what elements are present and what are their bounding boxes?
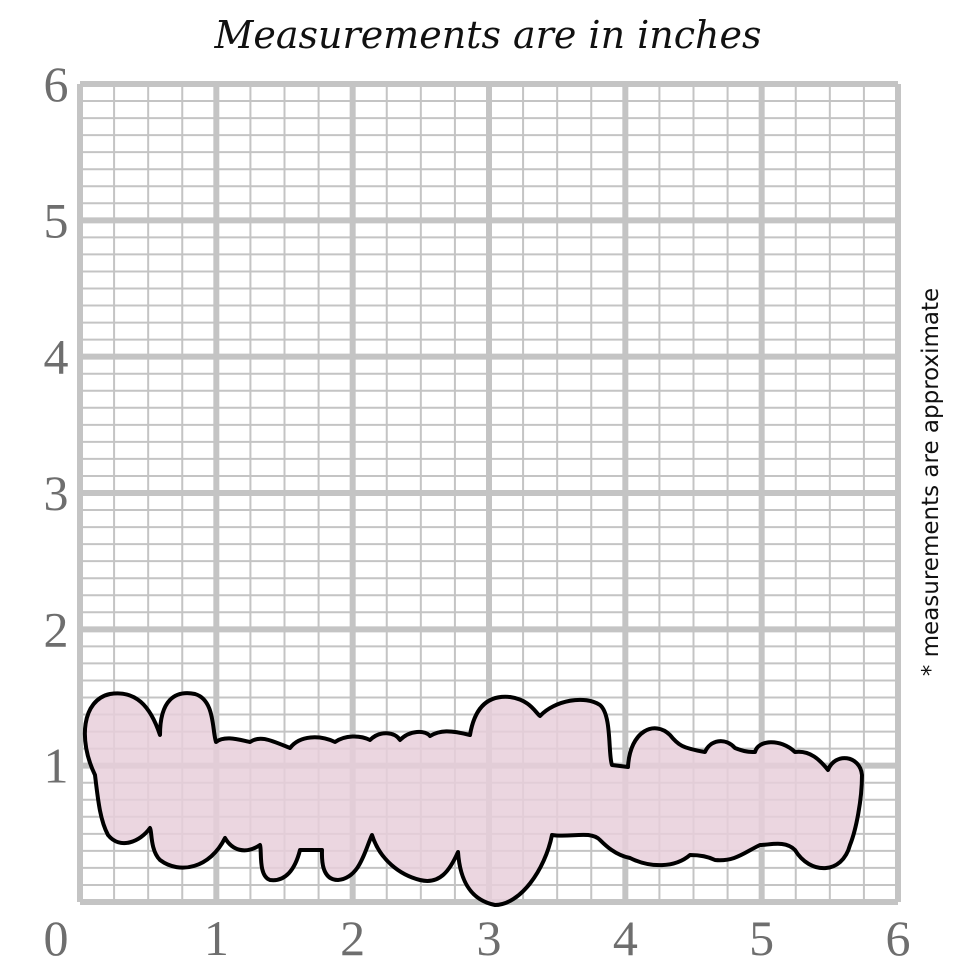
x-label: 1 <box>204 910 229 966</box>
y-label: 1 <box>44 738 69 794</box>
cloud-shape <box>82 691 864 907</box>
y-label: 6 <box>44 56 69 112</box>
x-label: 6 <box>886 910 911 966</box>
x-label: 3 <box>477 910 502 966</box>
x-label: 2 <box>340 910 365 966</box>
y-label: 4 <box>44 329 69 385</box>
side-note: * measurements are approximate <box>918 288 944 676</box>
title: Measurements are in inches <box>214 13 762 57</box>
y-label: 2 <box>44 601 69 657</box>
x-label: 4 <box>613 910 638 966</box>
y-label: 3 <box>44 465 69 521</box>
origin-label: 0 <box>44 910 69 966</box>
x-label: 5 <box>749 910 774 966</box>
y-label: 5 <box>44 192 69 248</box>
